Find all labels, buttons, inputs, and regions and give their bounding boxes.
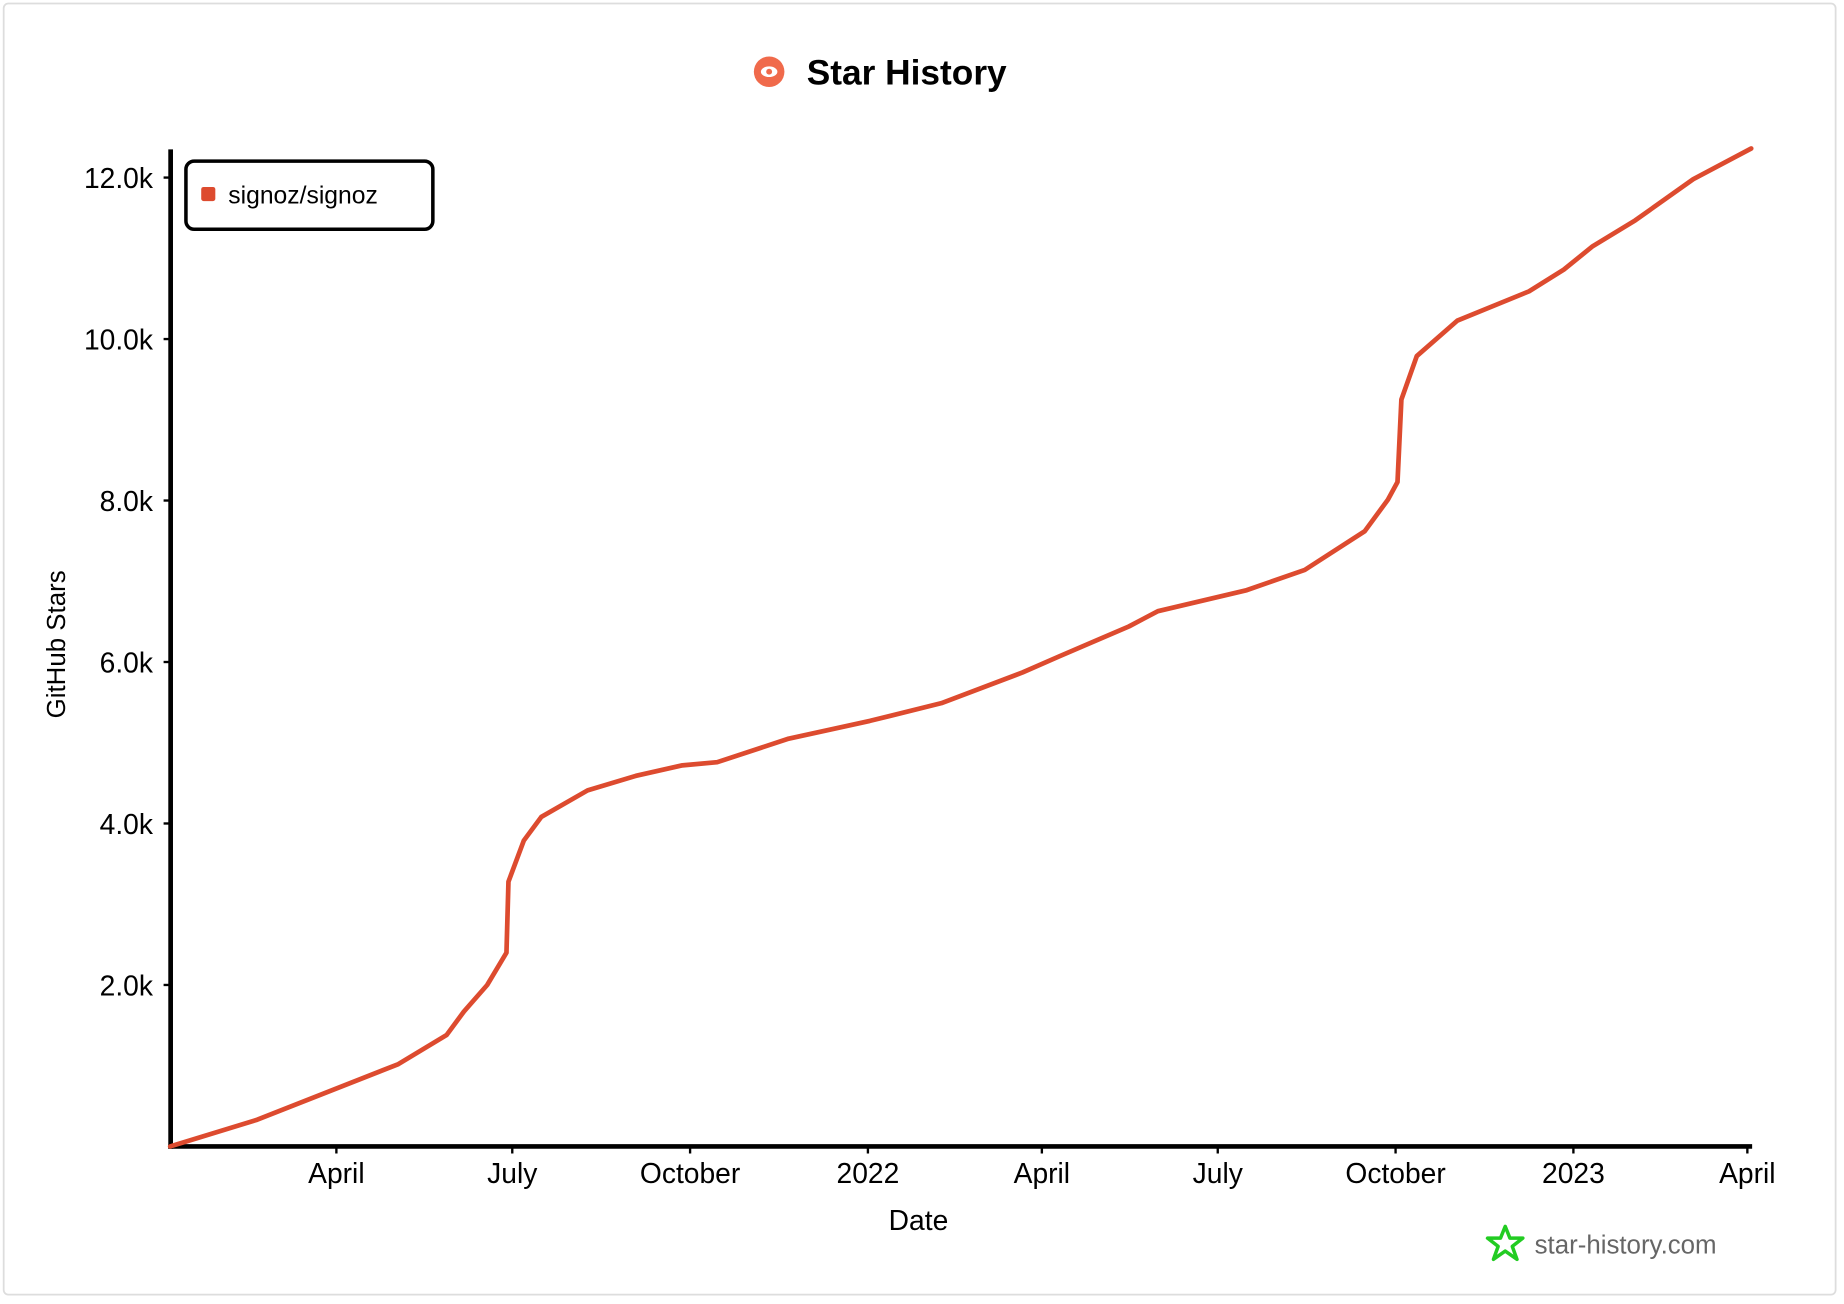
x-tick-label: July <box>1193 1157 1244 1189</box>
logo-icon <box>753 56 785 88</box>
x-tick-label: April <box>1014 1157 1070 1189</box>
legend-box <box>184 159 435 232</box>
chart-title: Star History <box>807 54 1007 93</box>
x-tick-label: 2022 <box>837 1157 900 1189</box>
x-tick-label: 2023 <box>1542 1157 1605 1189</box>
y-tick-label: 4.0k <box>100 808 154 840</box>
x-tick-label: October <box>1345 1157 1445 1189</box>
y-tick-label: 12.0k <box>84 162 154 194</box>
x-axis-label: Date <box>889 1204 949 1236</box>
series-line-signoz <box>167 146 1754 1149</box>
y-tick-label: 2.0k <box>100 970 154 1002</box>
star-icon <box>1485 1224 1525 1262</box>
x-tick-label: October <box>640 1157 740 1189</box>
x-tick-label: April <box>308 1157 364 1189</box>
y-tick-label: 6.0k <box>100 647 154 679</box>
legend-label: signoz/signoz <box>228 182 378 209</box>
y-axis-label: GitHub Stars <box>43 570 71 718</box>
y-tick-label: 10.0k <box>84 324 154 356</box>
x-tick-label: July <box>487 1157 538 1189</box>
legend: signoz/signoz <box>184 159 435 232</box>
x-tick-label: April <box>1719 1157 1775 1189</box>
y-tick-label: 8.0k <box>100 485 154 517</box>
watermark: star-history.com <box>1485 1224 1717 1262</box>
legend-swatch <box>201 186 216 202</box>
watermark-text: star-history.com <box>1535 1231 1717 1259</box>
